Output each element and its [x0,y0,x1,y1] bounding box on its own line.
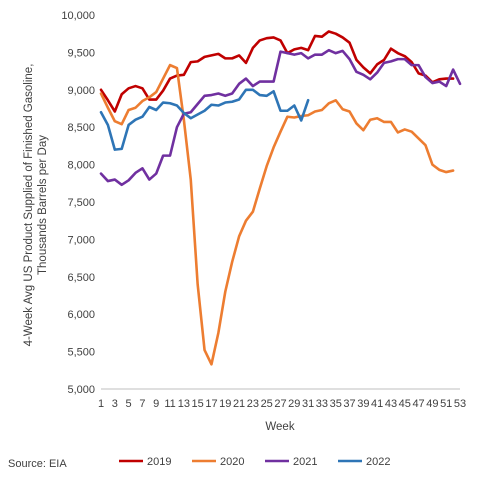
series-line-2019 [99,30,455,113]
y-tick-label: 10,000 [61,10,95,22]
y-tick-label: 9,500 [67,47,95,59]
x-tick-label: 47 [412,398,424,410]
x-tick-label: 43 [385,398,397,410]
y-tick-labels: 5,000 5,500 6,000 6,500 7,000 7,500 8,000 8,500… [61,10,95,396]
x-axis-title: Week [265,421,294,433]
x-tick-label: 13 [178,398,190,410]
legend: 2019 2020 2021 2022 [119,456,390,468]
series-line-2022 [99,88,310,151]
source-note: Source: EIA [8,458,67,470]
y-tick-label: 5,000 [67,384,95,396]
x-tick-label: 25 [261,398,273,410]
x-tick-label: 37 [343,398,355,410]
x-tick-label: 41 [371,398,383,410]
y-tick-label: 7,000 [67,234,95,246]
x-tick-label: 53 [454,398,466,410]
series-line-2021 [99,48,462,187]
y-axis-title: 4-Week Avg US Product Supplied of Finish… [23,64,49,347]
series-line-2020 [99,63,455,366]
x-tick-label: 39 [357,398,369,410]
x-tick-label: 51 [440,398,452,410]
y-tick-label: 6,000 [67,309,95,321]
x-tick-label: 31 [302,398,314,410]
legend-label-2022: 2022 [366,456,390,468]
x-tick-label: 21 [233,398,245,410]
y-tick-label: 9,000 [67,85,95,97]
y-axis-title-line-2: Thousands Barrels per Day [37,135,49,275]
series-lines [99,30,462,366]
legend-label-2020: 2020 [220,456,244,468]
x-tick-label: 49 [426,398,438,410]
x-tick-label: 7 [139,398,145,410]
y-tick-label: 6,500 [67,272,95,284]
x-tick-label: 35 [330,398,342,410]
x-tick-label: 33 [316,398,328,410]
y-tick-label: 5,500 [67,347,95,359]
x-tick-label: 11 [164,398,175,410]
y-tick-label: 8,000 [67,160,95,172]
x-tick-label: 17 [205,398,217,410]
x-tick-label: 15 [192,398,204,410]
x-tick-label: 5 [126,398,132,410]
y-tick-label: 7,500 [67,197,95,209]
legend-label-2021: 2021 [293,456,317,468]
x-tick-label: 45 [399,398,411,410]
x-tick-label: 1 [98,398,104,410]
x-tick-label: 23 [247,398,259,410]
x-tick-label: 9 [153,398,159,410]
x-tick-label: 19 [219,398,231,410]
x-tick-label: 27 [274,398,286,410]
y-axis-title-line-1: 4-Week Avg US Product Supplied of Finish… [23,64,35,347]
x-tick-label: 3 [112,398,118,410]
x-tick-label: 29 [288,398,300,410]
y-tick-label: 8,500 [67,122,95,134]
x-tick-labels: 1 3 5 7 9 11 13 15 17 19 21 23 25 27 29 31 33 35 37 39 41 43 4… [98,398,466,410]
legend-label-2019: 2019 [147,456,171,468]
